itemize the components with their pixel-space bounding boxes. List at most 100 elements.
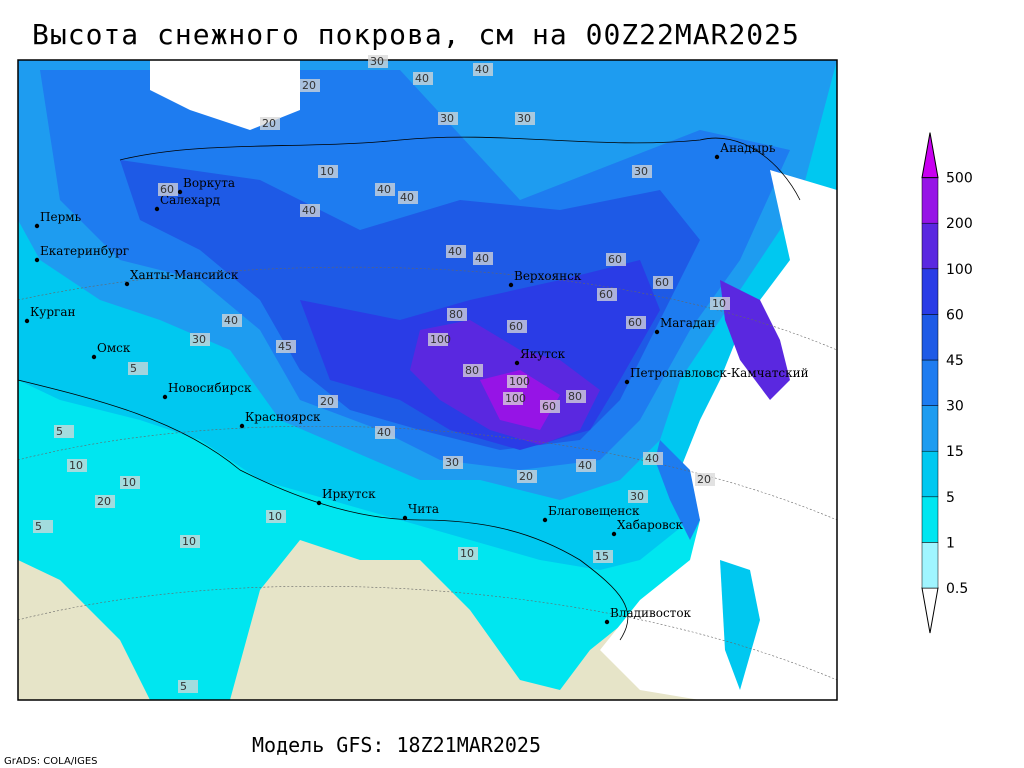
contour-label: 60 [509, 320, 523, 333]
contour-label-box [606, 253, 626, 266]
city-dot [654, 329, 660, 335]
city-label: Благовещенск [548, 504, 640, 518]
contour-label-box [318, 165, 338, 178]
contour-label-box [597, 288, 617, 301]
contour-label: 40 [302, 204, 316, 217]
colorbar-label: 45 [946, 353, 964, 369]
contour-label: 60 [542, 400, 556, 413]
contour-label: 30 [370, 55, 384, 68]
city-label: Верхоянск [514, 269, 582, 283]
contour-label: 20 [262, 117, 276, 130]
contour-label-box [120, 476, 140, 489]
contour-label-box [653, 276, 673, 289]
ocean [600, 170, 837, 700]
city-dot [508, 282, 514, 288]
contour-label: 80 [449, 308, 463, 321]
contour-label-box [446, 245, 466, 258]
city-label: Салехард [160, 193, 220, 207]
city-label: Якутск [520, 347, 566, 361]
contour-label-box [67, 459, 87, 472]
colorbar-label: 200 [946, 216, 973, 232]
kamchatka [720, 280, 790, 400]
colorbar-box [921, 542, 939, 589]
title: Высота снежного покрова, см на 00Z22MAR2… [32, 18, 800, 51]
contour-label: 100 [430, 333, 451, 346]
contour-label-box [507, 375, 527, 388]
city-label: Курган [30, 305, 75, 319]
contour-label: 5 [130, 362, 137, 375]
contour-label: 40 [475, 252, 489, 265]
contour-label: 20 [302, 79, 316, 92]
contour-label-box [628, 490, 648, 503]
colorbar-box [921, 222, 939, 270]
colorbar-box [921, 405, 939, 452]
contour-label-box [473, 63, 493, 76]
city-dot [239, 423, 245, 429]
contour-label-box [178, 680, 198, 693]
contour-label: 5 [35, 520, 42, 533]
city-dot [316, 500, 322, 506]
city-dot [154, 206, 160, 212]
contour-label-box [473, 252, 493, 265]
contour-label: 40 [224, 314, 238, 327]
contour-label: 10 [460, 547, 474, 560]
colorbar-box [921, 177, 939, 224]
city-label: Ханты-Мансийск [130, 268, 239, 282]
contour-label-box [158, 183, 178, 196]
city-dot [34, 223, 40, 229]
contour-label-box [375, 426, 395, 439]
contour-label-box [276, 340, 296, 353]
city-label: Екатеринбург [40, 244, 129, 258]
contour-label-box [438, 112, 458, 125]
contour-label: 15 [595, 550, 609, 563]
contour-label: 40 [415, 72, 429, 85]
contour-label: 20 [697, 473, 711, 486]
contour-label: 40 [578, 459, 592, 472]
contour-label-box [428, 333, 448, 346]
contour-label-box [540, 400, 560, 413]
contour-label: 60 [160, 183, 174, 196]
contour-label-box [643, 452, 663, 465]
city-dot [402, 515, 408, 521]
city-label: Новосибирск [168, 381, 252, 395]
contour-label: 10 [182, 535, 196, 548]
contour-label-box [695, 473, 715, 486]
city-dot [611, 531, 617, 537]
contour-label: 100 [509, 375, 530, 388]
contour-label-box [632, 165, 652, 178]
contour-label: 30 [192, 333, 206, 346]
city-label: Пермь [40, 210, 82, 224]
colorbar-label: 0.5 [946, 581, 968, 597]
city-label: Магадан [660, 316, 715, 330]
contour-label-box [515, 112, 535, 125]
contour-label-box [300, 79, 320, 92]
colorbar-label: 100 [946, 262, 973, 278]
contour-label-box [593, 550, 613, 563]
japan [720, 560, 760, 690]
contour-label: 20 [320, 395, 334, 408]
contour-label: 30 [440, 112, 454, 125]
contour-label-box [710, 297, 730, 310]
contour-label: 60 [599, 288, 613, 301]
map [17, 59, 838, 701]
contour-label: 60 [628, 316, 642, 329]
contour-label-box [458, 547, 478, 560]
contour-label: 40 [448, 245, 462, 258]
city-dot [24, 318, 30, 324]
city-label: Хабаровск [617, 518, 683, 532]
contour-label-box [260, 117, 280, 130]
contour-label: 30 [634, 165, 648, 178]
contour-label: 20 [519, 470, 533, 483]
contour-label-box [33, 520, 53, 533]
colorbar-box [921, 359, 939, 406]
contour-label-box [318, 395, 338, 408]
city-label: Иркутск [322, 487, 376, 501]
contour-label-box [566, 390, 586, 403]
contour-label: 40 [475, 63, 489, 76]
contour-label: 40 [400, 191, 414, 204]
contour-label-box [503, 392, 523, 405]
contour-label: 5 [180, 680, 187, 693]
contour-label: 45 [278, 340, 292, 353]
contour-label-box [413, 72, 433, 85]
contour-label: 10 [268, 510, 282, 523]
